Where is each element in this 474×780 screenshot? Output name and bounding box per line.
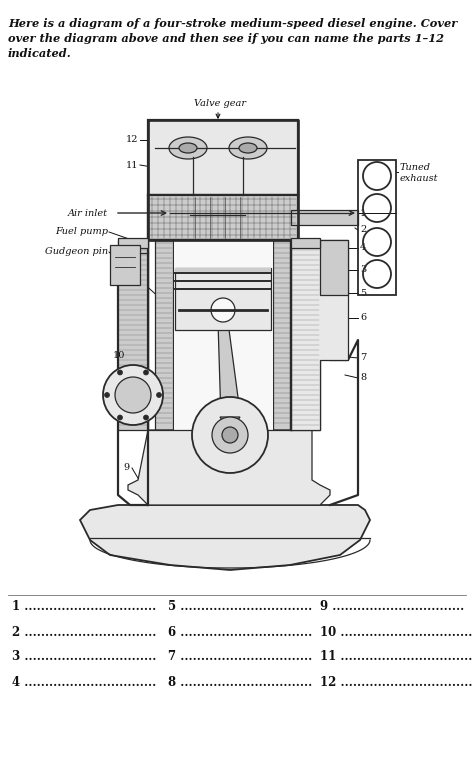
- Text: 8 ................................: 8 ................................: [168, 675, 312, 689]
- Ellipse shape: [179, 143, 197, 153]
- Polygon shape: [118, 240, 148, 430]
- Text: 9: 9: [124, 463, 130, 473]
- FancyBboxPatch shape: [148, 120, 298, 195]
- Text: 12: 12: [126, 136, 138, 144]
- Text: 3 ................................: 3 ................................: [12, 651, 156, 664]
- Text: 5 ................................: 5 ................................: [168, 601, 312, 614]
- Text: 1 ................................: 1 ................................: [12, 601, 156, 614]
- Text: 4: 4: [360, 243, 366, 253]
- Polygon shape: [291, 240, 320, 430]
- Text: 2 ................................: 2 ................................: [12, 626, 156, 639]
- Text: 3: 3: [360, 265, 366, 275]
- Circle shape: [115, 377, 151, 413]
- Circle shape: [104, 392, 109, 398]
- Bar: [148, 195, 298, 240]
- Ellipse shape: [239, 143, 257, 153]
- Text: 5: 5: [360, 289, 366, 297]
- Polygon shape: [291, 210, 358, 225]
- Polygon shape: [155, 240, 173, 430]
- Polygon shape: [80, 505, 370, 570]
- Text: 7: 7: [360, 353, 366, 363]
- Text: over the diagram above and then see if you can name the parts 1–12: over the diagram above and then see if y…: [8, 33, 444, 44]
- Polygon shape: [175, 268, 271, 330]
- Text: 6 ................................: 6 ................................: [168, 626, 312, 639]
- Text: 8: 8: [360, 374, 366, 382]
- Polygon shape: [175, 268, 271, 272]
- Text: Fuel pump: Fuel pump: [55, 228, 108, 236]
- Text: 10 ................................: 10 ................................: [320, 626, 473, 639]
- Text: Here is a diagram of a four-stroke medium-speed diesel engine. Cover: Here is a diagram of a four-stroke mediu…: [8, 18, 457, 29]
- Text: 9 ................................: 9 ................................: [320, 601, 464, 614]
- Text: 1: 1: [360, 208, 366, 218]
- Circle shape: [118, 415, 122, 420]
- Circle shape: [222, 427, 238, 443]
- Circle shape: [118, 370, 122, 375]
- Text: Valve gear: Valve gear: [194, 99, 246, 108]
- Polygon shape: [118, 238, 148, 248]
- Text: 6: 6: [360, 314, 366, 322]
- Polygon shape: [320, 240, 348, 295]
- Polygon shape: [291, 238, 320, 248]
- Ellipse shape: [229, 137, 267, 159]
- Polygon shape: [218, 322, 241, 420]
- Text: 4 ................................: 4 ................................: [12, 675, 156, 689]
- Ellipse shape: [169, 137, 207, 159]
- Polygon shape: [273, 240, 291, 430]
- Text: Air inlet: Air inlet: [68, 208, 108, 218]
- Text: Gudgeon pin: Gudgeon pin: [45, 247, 108, 257]
- Circle shape: [103, 365, 163, 425]
- Polygon shape: [291, 240, 348, 430]
- Circle shape: [156, 392, 162, 398]
- Text: Tuned
exhaust: Tuned exhaust: [400, 162, 438, 183]
- Circle shape: [192, 397, 268, 473]
- Text: 2: 2: [360, 225, 366, 235]
- Polygon shape: [220, 417, 240, 420]
- Circle shape: [144, 415, 148, 420]
- Bar: [110, 245, 140, 285]
- Polygon shape: [128, 430, 330, 505]
- Polygon shape: [173, 240, 273, 430]
- Bar: [358, 160, 396, 295]
- Text: 11 ................................: 11 ................................: [320, 651, 473, 664]
- Circle shape: [211, 298, 235, 322]
- Text: indicated.: indicated.: [8, 48, 72, 59]
- Text: 10: 10: [113, 350, 125, 360]
- Text: 11: 11: [126, 161, 138, 169]
- Circle shape: [144, 370, 148, 375]
- Circle shape: [212, 417, 248, 453]
- Text: 7 ................................: 7 ................................: [168, 651, 312, 664]
- Text: 12 ................................: 12 ................................: [320, 675, 473, 689]
